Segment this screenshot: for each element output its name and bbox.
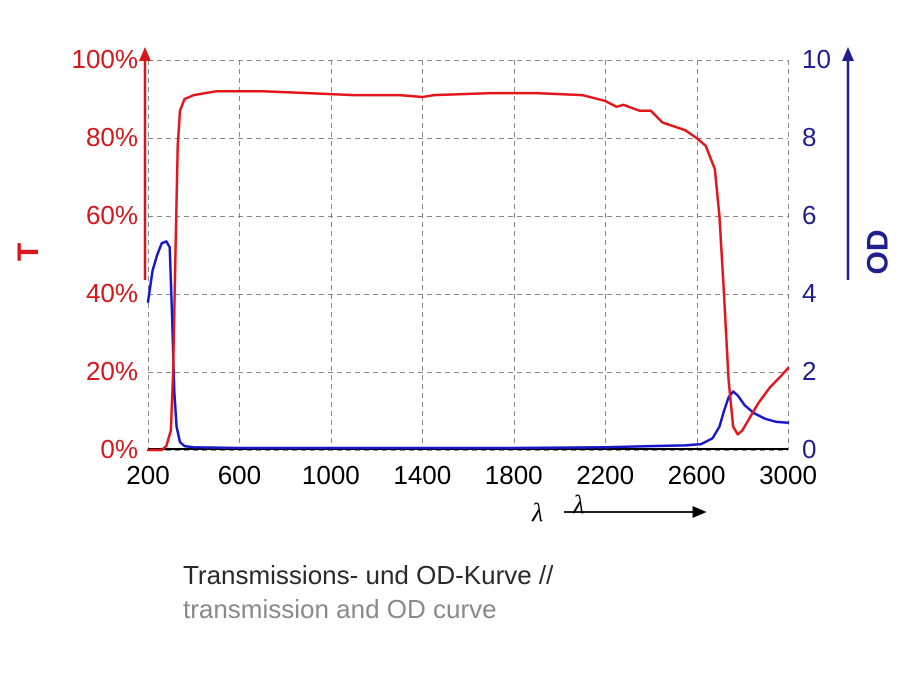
chart-container: T OD λ λ Transmissions- und OD-Kurve // … bbox=[0, 0, 900, 700]
x-tick-label: 3000 bbox=[759, 460, 817, 491]
caption-en: transmission and OD curve bbox=[183, 594, 497, 625]
plot-area bbox=[148, 60, 788, 450]
y-left-axis-arrow bbox=[130, 45, 160, 290]
lambda-symbol-1: λ bbox=[532, 498, 543, 528]
y-left-tick-label: 80% bbox=[58, 122, 138, 153]
y-left-tick-label: 20% bbox=[58, 356, 138, 387]
y-right-axis-title: OD bbox=[862, 230, 896, 275]
y-right-tick-label: 2 bbox=[802, 356, 852, 387]
x-tick-label: 600 bbox=[218, 460, 261, 491]
x-tick-label: 200 bbox=[126, 460, 169, 491]
x-tick-label: 1000 bbox=[302, 460, 360, 491]
y-right-axis-arrow bbox=[833, 45, 863, 290]
series-od-line bbox=[148, 241, 788, 448]
y-right-tick-label: 6 bbox=[802, 200, 852, 231]
y-left-tick-label: 60% bbox=[58, 200, 138, 231]
curves-svg bbox=[148, 60, 788, 450]
x-tick-label: 2600 bbox=[668, 460, 726, 491]
y-left-axis-title: T bbox=[12, 243, 46, 261]
series-t-line bbox=[148, 91, 788, 450]
y-right-tick-label: 8 bbox=[802, 122, 852, 153]
x-tick-label: 2200 bbox=[576, 460, 634, 491]
x-tick-label: 1400 bbox=[393, 460, 451, 491]
gridline-vertical bbox=[788, 60, 789, 450]
y-right-tick-label: 4 bbox=[802, 278, 852, 309]
lambda-symbol-2: λ bbox=[573, 490, 584, 520]
y-right-tick-label: 10 bbox=[802, 44, 852, 75]
y-left-tick-label: 100% bbox=[58, 44, 138, 75]
gridline-horizontal bbox=[148, 450, 788, 451]
x-tick-label: 1800 bbox=[485, 460, 543, 491]
y-left-tick-label: 40% bbox=[58, 278, 138, 309]
caption-de: Transmissions- und OD-Kurve // bbox=[183, 560, 553, 591]
